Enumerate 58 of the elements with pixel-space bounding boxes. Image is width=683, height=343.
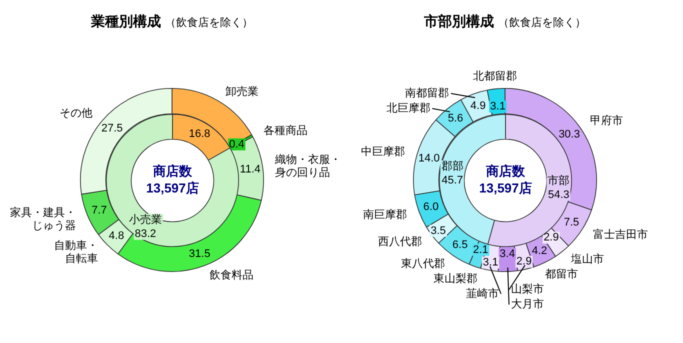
data-label: 5.6 <box>448 112 464 125</box>
data-label: 14.0 <box>418 152 440 164</box>
data-label: 7.7 <box>92 204 107 217</box>
slice-label: 東八代郡 <box>400 256 445 270</box>
slice-label: 織物・衣服・身の回り品 <box>274 152 342 179</box>
data-label: 2.9 <box>516 256 532 268</box>
data-label: 7.5 <box>564 216 580 229</box>
slice-label: 家具・建具・じゅう器 <box>10 206 76 232</box>
data-label: 3.1 <box>482 256 498 269</box>
slice-label: 南巨摩郡 <box>363 208 408 222</box>
data-label: 11.4 <box>240 164 260 176</box>
slice-label: 北都留郡 <box>473 70 518 83</box>
slice-label: 甲府市 <box>590 114 624 127</box>
data-label: 4.8 <box>108 230 124 242</box>
data-label: 83.2 <box>134 227 156 240</box>
slice-label: 各種商品 <box>263 124 308 137</box>
chart-subtitle: （飲食店を除く） <box>165 16 253 30</box>
slice-label: 南都留郡 <box>404 86 449 100</box>
slice-label: 山梨市 <box>511 282 544 296</box>
slice-label: 市部 <box>547 173 570 186</box>
data-label: 6.5 <box>452 238 468 251</box>
data-label: 45.7 <box>441 174 463 186</box>
slice-label: 自動車・自転車 <box>54 238 98 265</box>
text: 13,597店 <box>478 180 532 196</box>
slice-label: 西八代郡 <box>378 236 422 248</box>
data-label: 4.9 <box>470 100 486 112</box>
slice-label: 卸売業 <box>225 84 258 98</box>
data-label: 3.5 <box>430 224 446 237</box>
data-label: 2.1 <box>472 244 488 256</box>
data-label: 6.0 <box>423 201 439 214</box>
data-label: 16.8 <box>188 128 210 140</box>
data-label: 31.5 <box>188 248 210 260</box>
data-label: 4.2 <box>532 245 548 257</box>
text: 13,597店 <box>146 180 198 196</box>
slice-label: 飲食料品 <box>210 268 254 282</box>
data-label: 0.4 <box>229 138 244 150</box>
slice-label: その他 <box>59 108 92 120</box>
text: 商店数 <box>484 163 526 178</box>
text: 商店数 <box>152 163 192 178</box>
slice-label: 塩山市 <box>570 252 604 266</box>
chart-subtitle: （飲食店を除く） <box>498 16 586 30</box>
slice-label: 中巨摩郡 <box>360 145 405 158</box>
slice-label: 大月市 <box>511 298 544 311</box>
data-label: 3.4 <box>500 248 515 260</box>
data-label: 3.1 <box>490 100 506 112</box>
slice-label: 都留市 <box>545 268 578 281</box>
data-label: 27.5 <box>101 122 123 135</box>
data-label: 54.3 <box>547 188 569 200</box>
slice-label: 韮崎市 <box>466 286 499 300</box>
slice-label: 郡部 <box>440 158 463 172</box>
chart-title: 業種別構成 <box>90 12 161 29</box>
chart-title: 市部別構成 <box>423 12 494 29</box>
data-label: 2.9 <box>544 232 559 244</box>
slice-label: 東山梨郡 <box>434 272 478 285</box>
data-label: 30.3 <box>558 128 580 140</box>
slice-label: 富士吉田市 <box>592 228 648 241</box>
slice-label: 小売業 <box>128 212 162 226</box>
slice-label: 北巨摩郡 <box>386 102 430 115</box>
